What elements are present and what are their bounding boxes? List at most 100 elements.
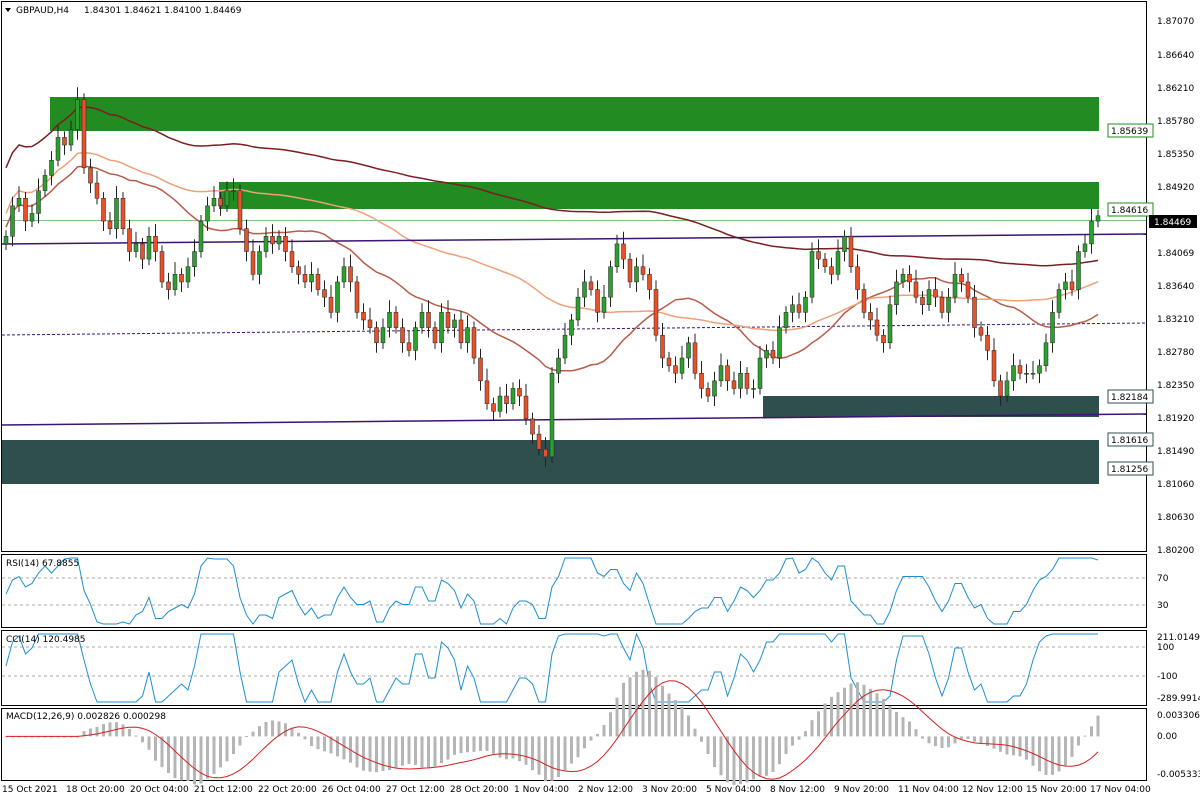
candle-body — [1004, 380, 1010, 397]
candle-body — [94, 182, 100, 199]
candle-body — [978, 327, 984, 336]
candle-body — [803, 296, 808, 313]
price-tag-current: 1.84469 — [1154, 218, 1191, 228]
macd-bar — [186, 736, 190, 781]
macd-bar — [43, 736, 47, 738]
candle-body — [965, 281, 971, 298]
dropdown-arrow-icon[interactable] — [5, 8, 11, 12]
candle-body — [796, 304, 802, 313]
candle-body — [530, 418, 535, 435]
macd-bar — [355, 736, 359, 768]
candle-body — [354, 281, 360, 313]
candle-body — [575, 296, 581, 321]
macd-bar — [147, 736, 151, 750]
price-channel — [1, 233, 1147, 426]
macd-bar — [609, 712, 612, 737]
candle-body — [894, 281, 899, 306]
resistance-zone-lower[interactable] — [219, 182, 1099, 209]
resistance-zone-upper[interactable] — [50, 97, 1099, 131]
candle-body — [614, 243, 620, 267]
ma-slow-line — [5, 106, 1099, 267]
candle-body — [952, 274, 958, 298]
macd-bar — [89, 728, 92, 737]
macd-bar — [843, 687, 846, 737]
macd-bar — [765, 736, 768, 776]
candle-body — [1024, 372, 1029, 375]
macd-bar — [550, 736, 554, 781]
candle-body — [686, 342, 691, 359]
price-tag-zone-top: 1.85639 — [1111, 127, 1148, 137]
macd-bar — [713, 736, 716, 768]
macd-bar — [511, 736, 515, 759]
candle-body — [159, 251, 165, 283]
candle-body — [29, 213, 35, 222]
candle-body — [1089, 220, 1094, 245]
macd-tick: 0.00 — [1157, 732, 1177, 742]
macd-bar — [485, 736, 489, 751]
macd-bar — [134, 735, 138, 737]
macd-bar — [498, 736, 502, 758]
candle-body — [666, 357, 672, 366]
candle-body — [309, 274, 314, 283]
macd-bar — [667, 693, 671, 737]
macd-bar — [875, 693, 879, 737]
macd-bar — [537, 736, 541, 775]
time-tick: 20 Oct 04:00 — [130, 785, 189, 795]
candle-body — [790, 304, 795, 313]
macd-bar — [414, 736, 417, 765]
macd-bar — [401, 736, 404, 766]
macd-bar — [225, 736, 229, 762]
macd-bar — [37, 736, 40, 738]
macd-bar — [888, 705, 892, 737]
macd-bar — [622, 682, 625, 737]
macd-bar — [817, 711, 820, 737]
macd-bar — [290, 727, 294, 737]
macd-bar — [661, 685, 664, 737]
macd-bar — [4, 736, 8, 738]
price-tick: 1.80630 — [1157, 513, 1194, 523]
macd-bar — [544, 736, 547, 782]
candle-body — [315, 274, 321, 290]
candle-body — [699, 372, 704, 389]
cci-tick: -100 — [1157, 672, 1178, 682]
candle-body — [361, 312, 366, 321]
candle-body — [1095, 215, 1101, 222]
price-tick: 1.82350 — [1157, 381, 1194, 391]
price-tick: 1.82780 — [1157, 348, 1194, 358]
macd-bar — [264, 722, 268, 737]
macd-bar — [1070, 736, 1074, 757]
candle-body — [218, 198, 223, 207]
candle-body — [627, 258, 633, 283]
macd-bar — [615, 697, 619, 737]
macd-bar — [368, 736, 372, 772]
candle-body — [933, 289, 938, 298]
cci-tick: 100 — [1157, 643, 1174, 653]
macd-bar — [921, 736, 924, 739]
candle-body — [517, 388, 522, 397]
macd-bar — [784, 736, 788, 755]
candle-body — [523, 395, 529, 420]
candle-body — [829, 266, 834, 275]
macd-bar — [297, 732, 300, 737]
macd-bar — [947, 736, 950, 748]
macd-bar — [1077, 736, 1080, 746]
macd-bar — [303, 736, 307, 740]
support-zone-upper[interactable] — [763, 396, 1099, 417]
candle-body — [205, 205, 210, 222]
candle-body — [341, 266, 347, 283]
macd-bar — [524, 736, 528, 765]
price-axis: 1.87070 1.86640 1.86210 1.85780 1.85350 … — [1157, 17, 1194, 556]
macd-bar — [1044, 736, 1048, 775]
macd-bar — [862, 684, 866, 737]
macd-bar — [830, 696, 833, 737]
macd-bar — [329, 736, 333, 754]
macd-bar — [82, 731, 86, 737]
candle-body — [504, 395, 509, 404]
macd-bar — [271, 720, 274, 737]
candle-body — [1037, 365, 1042, 374]
candle-body — [68, 129, 74, 146]
macd-bar — [960, 736, 963, 740]
macd-bar — [206, 736, 209, 779]
